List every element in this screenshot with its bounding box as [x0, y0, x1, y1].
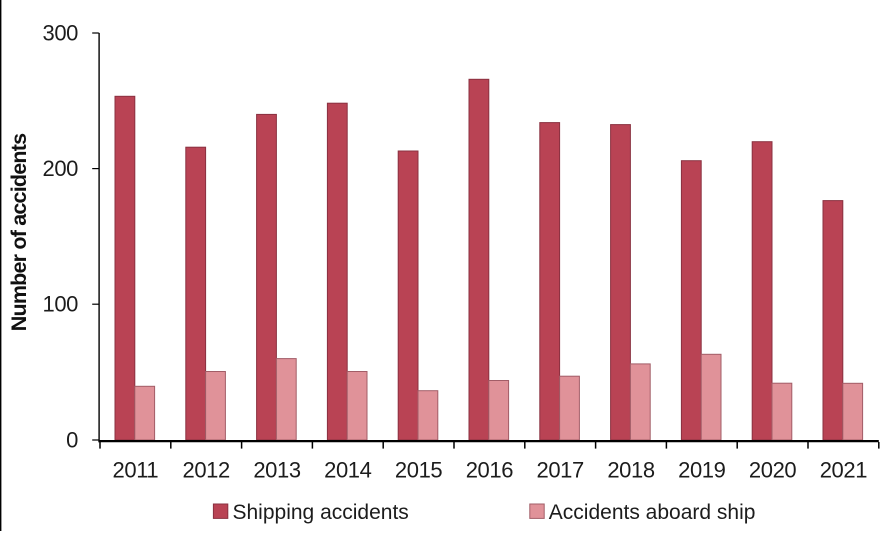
svg-text:Number of accidents: Number of accidents — [7, 133, 31, 331]
svg-text:2013: 2013 — [253, 458, 301, 483]
svg-text:200: 200 — [42, 156, 78, 181]
svg-text:2011: 2011 — [113, 458, 159, 483]
svg-text:2019: 2019 — [678, 458, 726, 483]
svg-text:300: 300 — [42, 20, 78, 45]
svg-text:0: 0 — [66, 427, 78, 452]
svg-text:100: 100 — [42, 292, 78, 317]
svg-text:2018: 2018 — [607, 458, 655, 483]
svg-text:2020: 2020 — [749, 458, 797, 483]
svg-text:2016: 2016 — [466, 458, 514, 483]
svg-text:Accidents aboard ship: Accidents aboard ship — [549, 501, 756, 524]
svg-text:2014: 2014 — [324, 458, 372, 483]
svg-text:Shipping accidents: Shipping accidents — [233, 501, 409, 524]
svg-text:2012: 2012 — [183, 458, 231, 483]
svg-text:2021: 2021 — [820, 458, 868, 483]
svg-text:2015: 2015 — [395, 458, 443, 483]
svg-text:2017: 2017 — [537, 458, 585, 483]
